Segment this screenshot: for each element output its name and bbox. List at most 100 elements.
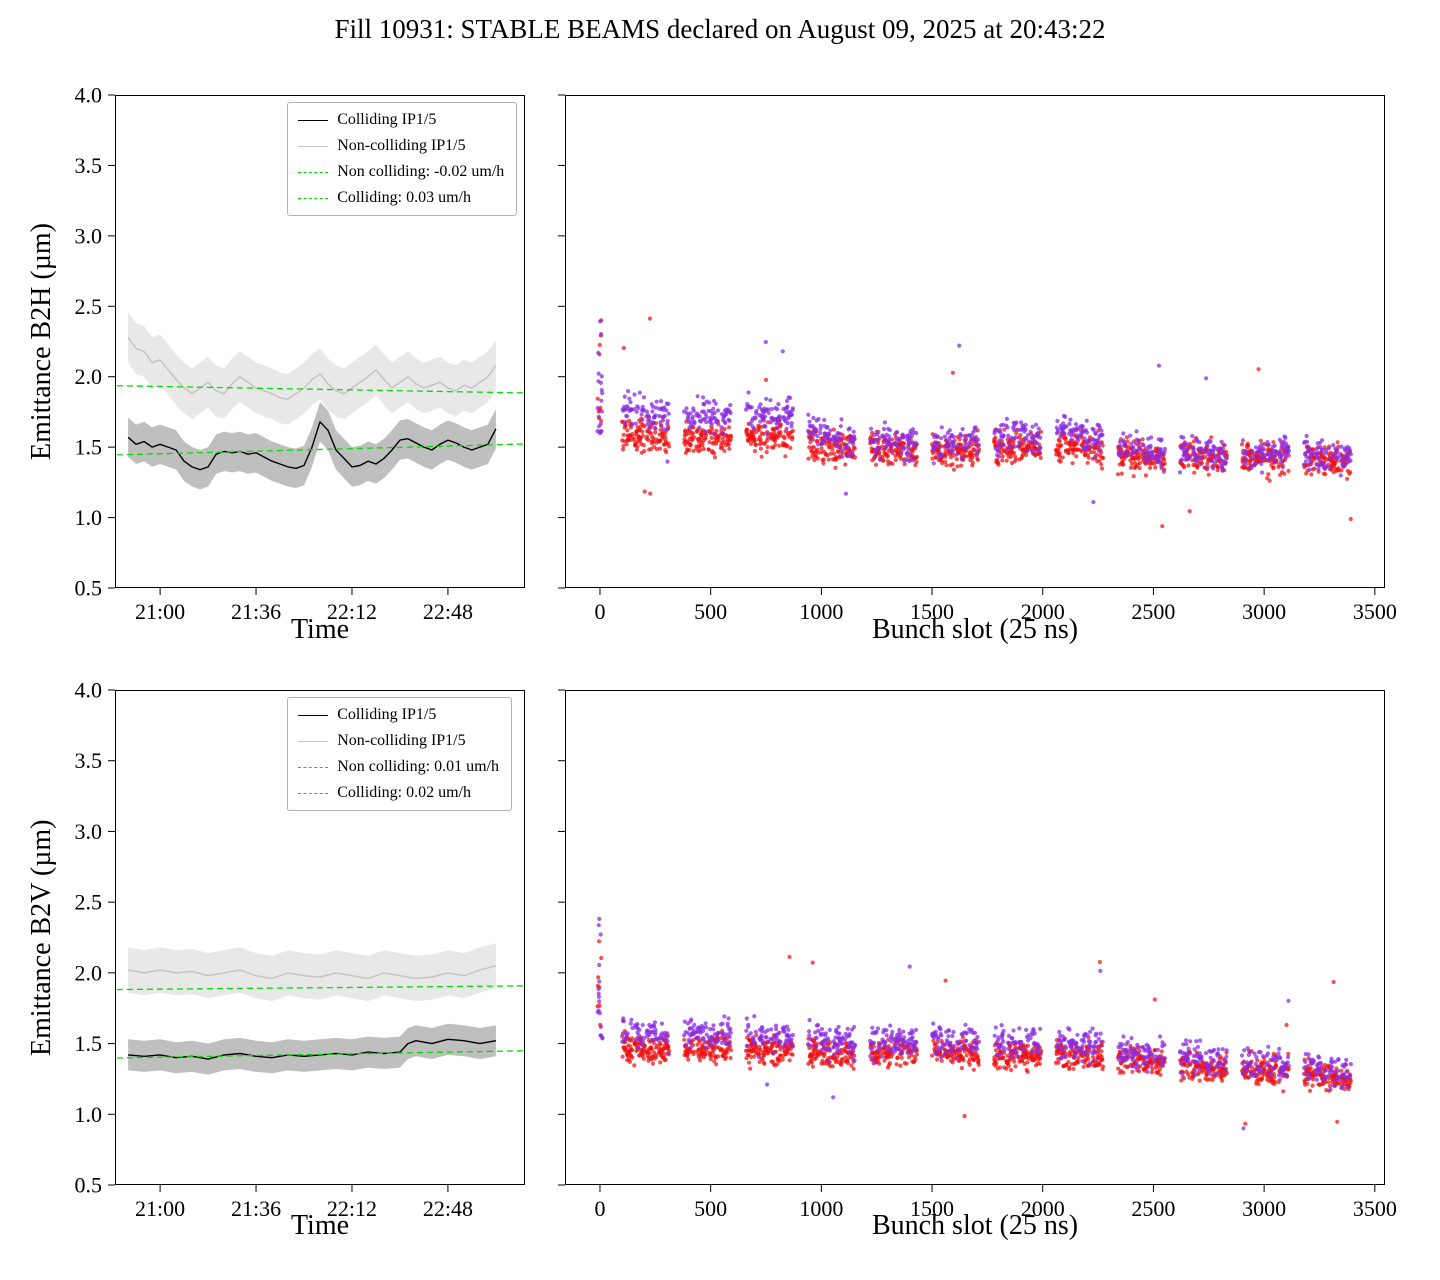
- y-tick-label: 2.5: [75, 890, 103, 915]
- legend-line-sample: [298, 197, 329, 199]
- non-colliding-ip1-5-band: [128, 311, 496, 425]
- y-tick-label: 0.5: [75, 576, 103, 601]
- trend-line: [116, 985, 524, 991]
- x-tick-label: 22:48: [423, 599, 473, 624]
- legend-line-sample: [298, 792, 329, 794]
- plot-area: [116, 943, 524, 1075]
- x-tick-label: 21:36: [231, 599, 281, 624]
- colliding-ip1-5-line: [127, 421, 497, 471]
- y-tick-label: 4.0: [75, 83, 103, 108]
- y-tick-label: 1.0: [75, 1102, 103, 1127]
- legend-item-label: Non colliding: 0.01 um/h: [337, 758, 499, 775]
- legend-item: Colliding IP1/5: [298, 705, 499, 725]
- legend-item: Non colliding: -0.02 um/h: [298, 162, 504, 182]
- x-tick-label: 22:48: [423, 1196, 473, 1221]
- plot-area: [116, 311, 524, 490]
- x-tick-label: 500: [694, 599, 727, 624]
- legend-line-sample: [298, 740, 329, 742]
- legend-item-label: Non-colliding IP1/5: [337, 732, 466, 749]
- legend-line-sample: [298, 171, 329, 173]
- panel-emittance-b2h-time: 21:00 21:36 22:12 22:48 0.5 1.0 1.5 2.0 2.5 3.0 3.…: [75, 83, 525, 624]
- legend-item-label: Colliding: 0.02 um/h: [337, 784, 471, 801]
- x-tick-label: 500: [694, 1196, 727, 1221]
- legend-item: Non-colliding IP1/5: [298, 731, 499, 751]
- x-axis-label-b2h-time: Time: [290, 614, 350, 645]
- y-tick-label: 2.0: [75, 960, 103, 985]
- legend-item: Colliding IP1/5: [298, 110, 504, 130]
- b2h-bunch-chart: 0 500 1000 1500 2000 2500 3000 3500: [558, 94, 1397, 624]
- x-tick-label: 22:12: [327, 1196, 377, 1221]
- x-tick-label: 0: [594, 1196, 605, 1221]
- non-colliding-ip1-5-line: [127, 336, 497, 400]
- plot-area: [595, 316, 1353, 529]
- x-tick-label: 21:36: [231, 1196, 281, 1221]
- colliding-ip1-5-band: [128, 1023, 496, 1075]
- legend-item: Non colliding: 0.01 um/h: [298, 757, 499, 777]
- legend-line-sample: [298, 145, 329, 147]
- plot-area: [595, 916, 1353, 1131]
- y-tick-label: 2.0: [75, 364, 103, 389]
- x-tick-label: 1500: [910, 1196, 954, 1221]
- axes-frame: [115, 95, 525, 588]
- trend-line: [116, 443, 524, 456]
- panel-emittance-b2h-bunch: 0 500 1000 1500 2000 2500 3000 3500: [558, 94, 1397, 624]
- legend-item-label: Colliding IP1/5: [337, 111, 437, 128]
- x-tick-label: 2500: [1131, 1196, 1175, 1221]
- x-tick-label: 3000: [1242, 599, 1286, 624]
- y-tick-label: 1.0: [75, 505, 103, 530]
- x-tick-label: 0: [594, 599, 605, 624]
- legend-line-sample: [298, 714, 329, 716]
- figure-title: Fill 10931: STABLE BEAMS declared on Aug…: [334, 14, 1106, 44]
- y-tick-label: 3.0: [75, 223, 103, 248]
- x-axis-label-b2v-time: Time: [290, 1210, 350, 1241]
- legend-item-label: Non-colliding IP1/5: [337, 137, 466, 154]
- panel-emittance-b2v-time: 21:00 21:36 22:12 22:48 0.5 1.0 1.5 2.0 2.5 3.0 3.…: [75, 678, 525, 1221]
- b2h-time-chart: 21:00 21:36 22:12 22:48 0.5 1.0 1.5 2.0 2.5 3.0 3.…: [75, 83, 525, 624]
- b2v-bunch-chart: 0 500 1000 1500 2000 2500 3000 3500: [558, 689, 1397, 1221]
- x-tick-label: 3000: [1242, 1196, 1286, 1221]
- y-tick-label: 3.5: [75, 748, 103, 773]
- x-tick-label: 2000: [1021, 599, 1065, 624]
- legend-item: Colliding: 0.02 um/h: [298, 783, 499, 803]
- axes-frame: [565, 95, 1385, 588]
- x-tick-label: 3500: [1353, 1196, 1397, 1221]
- x-tick-label: 21:00: [135, 1196, 185, 1221]
- legend-item: Non-colliding IP1/5: [298, 136, 504, 156]
- legend-line-sample: [298, 119, 329, 121]
- y-tick-label: 3.0: [75, 819, 103, 844]
- non-colliding-ip1-5-line: [127, 965, 497, 980]
- y-tick-label: 1.5: [75, 1031, 103, 1056]
- x-tick-label: 2000: [1021, 1196, 1065, 1221]
- y-tick-label: 2.5: [75, 294, 103, 319]
- y-tick-label: 1.5: [75, 435, 103, 460]
- non-colliding-points: [595, 319, 1353, 505]
- y-tick-label: 0.5: [75, 1173, 103, 1198]
- y-axis-label-b2v: Emittance B2V (µm): [26, 819, 57, 1056]
- x-tick-label: 21:00: [135, 599, 185, 624]
- x-tick-label: 2500: [1131, 599, 1175, 624]
- panel-emittance-b2v-bunch: 0 500 1000 1500 2000 2500 3000 3500: [558, 689, 1397, 1221]
- legend-item-label: Colliding: 0.03 um/h: [337, 189, 471, 206]
- non-colliding-points: [595, 916, 1353, 1131]
- y-axis-label-b2h: Emittance B2H (µm): [26, 223, 57, 460]
- x-tick-label: 22:12: [327, 599, 377, 624]
- legend: Colliding IP1/5 Non-colliding IP1/5 Non co…: [287, 697, 512, 811]
- x-axis-label-b2v-bunch: Bunch slot (25 ns): [871, 1210, 1079, 1241]
- x-tick-label: 1000: [799, 599, 843, 624]
- axes-frame: [115, 690, 525, 1185]
- legend: Colliding IP1/5 Non-colliding IP1/5 Non co…: [287, 102, 518, 216]
- trend-line: [116, 385, 524, 394]
- x-axis-label-b2h-bunch: Bunch slot (25 ns): [871, 614, 1079, 645]
- b2v-time-chart: 21:00 21:36 22:12 22:48 0.5 1.0 1.5 2.0 2.5 3.0 3.…: [75, 678, 525, 1221]
- y-tick-label: 4.0: [75, 678, 103, 703]
- legend-item-label: Non colliding: -0.02 um/h: [337, 163, 505, 180]
- x-tick-label: 1000: [799, 1196, 843, 1221]
- non-colliding-ip1-5-band: [128, 943, 496, 1002]
- legend-line-sample: [298, 766, 329, 768]
- trend-line: [116, 1050, 524, 1059]
- axes-frame: [565, 690, 1385, 1185]
- legend-item-label: Colliding IP1/5: [337, 706, 437, 723]
- x-tick-label: 3500: [1353, 599, 1397, 624]
- legend-item: Colliding: 0.03 um/h: [298, 188, 504, 208]
